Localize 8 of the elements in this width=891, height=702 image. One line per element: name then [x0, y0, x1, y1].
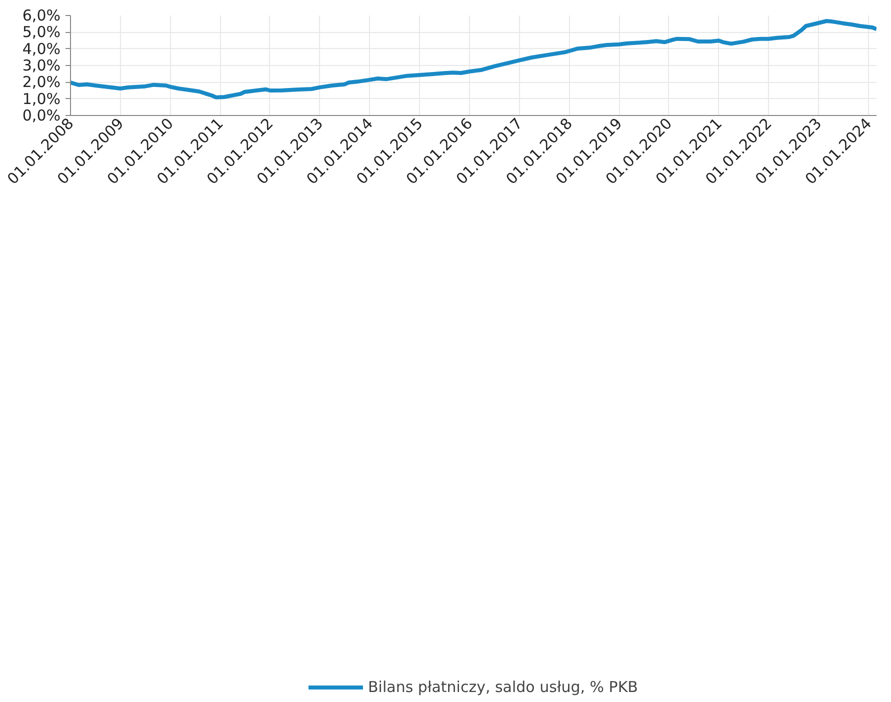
- legend-label: Bilans płatniczy, saldo usług, % PKB: [368, 678, 638, 696]
- y-tick-label: 1,0%: [22, 90, 60, 108]
- y-tick-label: 5,0%: [22, 23, 60, 42]
- y-tick-label: 4,0%: [22, 40, 60, 58]
- y-tick-label: 6,0%: [22, 6, 60, 24]
- line-series: [70, 19, 876, 100]
- y-tick-label: 2,0%: [22, 73, 60, 92]
- y-tick-label: 3,0%: [22, 56, 60, 74]
